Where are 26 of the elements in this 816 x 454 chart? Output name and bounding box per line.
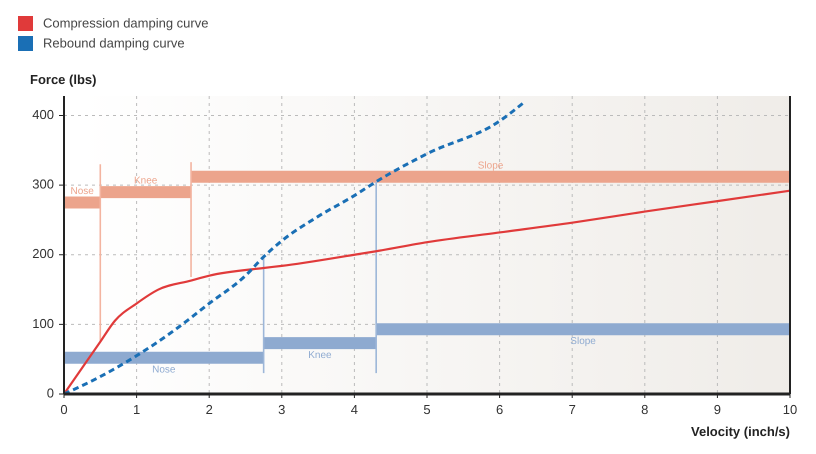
y-tick-label: 0 xyxy=(46,385,54,400)
x-tick-label: 1 xyxy=(132,402,140,417)
y-axis-title: Force (lbs) xyxy=(30,72,96,87)
x-axis-title: Velocity (inch/s) xyxy=(691,424,790,439)
x-tick-label: 0 xyxy=(60,402,68,417)
series-label: Nose xyxy=(70,186,94,198)
x-tick-label: 2 xyxy=(206,402,213,417)
legend-label: Compression damping curve xyxy=(43,15,208,30)
y-tick-label: 100 xyxy=(32,316,54,331)
x-tick-label: 10 xyxy=(782,402,798,417)
x-tick-label: 5 xyxy=(423,402,431,417)
x-tick-label: 6 xyxy=(496,402,504,417)
series-label: Slope xyxy=(478,160,504,172)
y-tick-label: 400 xyxy=(32,106,54,122)
series-label: Knee xyxy=(134,176,158,187)
y-tick-label: 200 xyxy=(32,246,54,262)
x-tick-label: 8 xyxy=(641,402,648,417)
x-tick-label: 3 xyxy=(278,402,286,417)
series-label: Knee xyxy=(308,350,332,361)
x-tick-label: 9 xyxy=(714,402,722,417)
x-tick-label: 7 xyxy=(568,402,576,417)
x-tick-label: 4 xyxy=(350,402,358,417)
legend-label: Rebound damping curve xyxy=(43,35,185,50)
y-tick-label: 300 xyxy=(32,176,54,192)
series-label: Slope xyxy=(570,336,596,347)
series-label: Nose xyxy=(152,364,176,376)
